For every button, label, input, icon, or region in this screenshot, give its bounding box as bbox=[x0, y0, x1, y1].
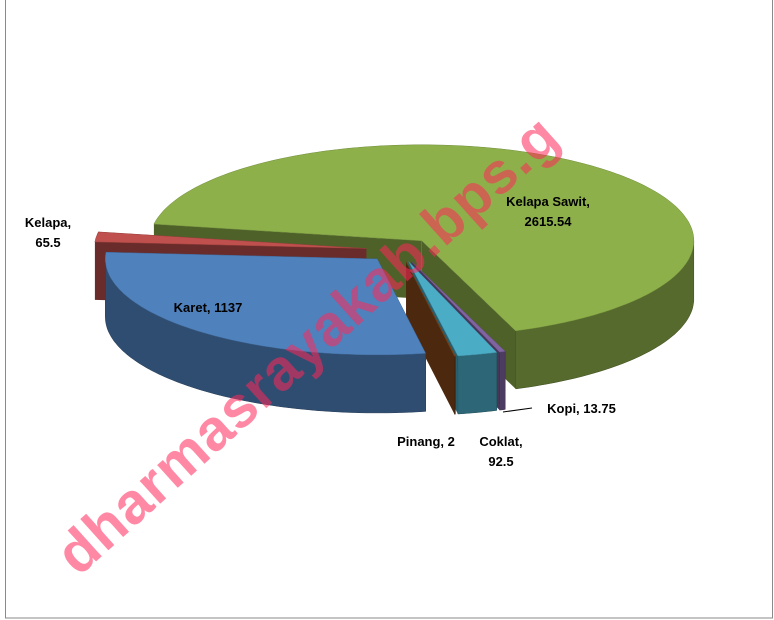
data-label: Pinang, 2 bbox=[397, 434, 455, 449]
slice bbox=[153, 144, 695, 332]
slice-wall bbox=[406, 261, 455, 415]
slice bbox=[94, 231, 367, 249]
slice bbox=[105, 251, 427, 356]
data-label: Kelapa, 65.5 bbox=[24, 215, 72, 250]
slice bbox=[411, 261, 506, 353]
leader-line bbox=[502, 407, 533, 413]
data-label: Kopi, 13.75 bbox=[547, 401, 616, 416]
data-label: Karet, 1137 bbox=[173, 300, 243, 315]
slice-side bbox=[457, 352, 498, 415]
slice bbox=[408, 261, 498, 357]
slice-side bbox=[454, 355, 456, 415]
slice-side bbox=[499, 351, 506, 411]
chart-border bbox=[5, 0, 773, 619]
data-label: Coklat, 92.5 bbox=[479, 434, 523, 469]
slice bbox=[405, 261, 456, 357]
data-label: Kelapa Sawit, 2615.54 bbox=[506, 194, 590, 229]
